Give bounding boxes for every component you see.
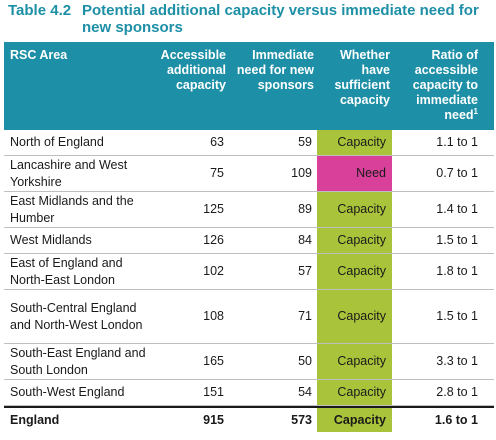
table-row: South-West England 151 54 Capacity 2.8 to 1: [4, 380, 494, 406]
cell-immediate-need: 84: [298, 233, 312, 247]
cell-immediate-need: 573: [291, 412, 312, 427]
cell-ratio: 1.5 to 1: [436, 309, 478, 323]
cell-rsc-area: South-West England: [10, 385, 125, 399]
cell-sufficient-capacity: Capacity: [317, 254, 392, 289]
cell-rsc-area: South-Central England and North-West Lon…: [10, 300, 143, 332]
table-row: West Midlands 126 84 Capacity 1.5 to 1: [4, 228, 494, 254]
table-row: South-East England and South London 165 50…: [4, 344, 494, 380]
cell-sufficient-capacity: Capacity: [317, 290, 392, 343]
cell-accessible-capacity: 75: [210, 166, 224, 180]
header-rsc-area: RSC Area: [10, 48, 68, 62]
cell-accessible-capacity: 63: [210, 135, 224, 149]
cell-sufficient-capacity: Capacity: [317, 228, 392, 253]
cell-rsc-area: England: [10, 412, 60, 427]
footnote-marker: 1: [473, 106, 478, 116]
cell-accessible-capacity: 126: [203, 233, 224, 247]
table-header: RSC Area Accessible additional capacity …: [4, 42, 494, 130]
cell-immediate-need: 54: [298, 385, 312, 399]
cell-sufficient-capacity: Need: [317, 156, 392, 191]
cell-accessible-capacity: 151: [203, 385, 224, 399]
cell-ratio: 1.5 to 1: [436, 233, 478, 247]
header-sufficient-capacity: Whether have sufficient capacity: [334, 48, 390, 107]
cell-accessible-capacity: 125: [203, 202, 224, 216]
table-number: Table 4.2: [8, 2, 72, 19]
cell-ratio: 1.1 to 1: [436, 135, 478, 149]
cell-immediate-need: 89: [298, 202, 312, 216]
cell-immediate-need: 50: [298, 354, 312, 368]
cell-rsc-area: West Midlands: [10, 233, 92, 247]
header-ratio-text: Ratio of accessible capacity to immediat…: [412, 48, 478, 122]
cell-ratio: 1.6 to 1: [434, 412, 478, 427]
table-row: South-Central England and North-West Lon…: [4, 290, 494, 344]
cell-rsc-area: South-East England and South London: [10, 345, 146, 377]
table-caption: Potential additional capacity versus imm…: [82, 2, 479, 36]
cell-sufficient-capacity: Capacity: [317, 380, 392, 405]
cell-ratio: 1.8 to 1: [436, 264, 478, 278]
cell-accessible-capacity: 915: [203, 412, 224, 427]
table-row: Lancashire and West Yorkshire 75 109 Need 0.…: [4, 156, 494, 192]
table-row: East of England and North-East London 102…: [4, 254, 494, 290]
cell-ratio: 2.8 to 1: [436, 385, 478, 399]
cell-ratio: 1.4 to 1: [436, 202, 478, 216]
header-ratio: Ratio of accessible capacity to immediat…: [396, 48, 478, 123]
cell-accessible-capacity: 165: [203, 354, 224, 368]
cell-immediate-need: 57: [298, 264, 312, 278]
cell-immediate-need: 71: [298, 309, 312, 323]
cell-rsc-area: Lancashire and West Yorkshire: [10, 157, 128, 189]
cell-immediate-need: 109: [291, 166, 312, 180]
cell-sufficient-capacity: Capacity: [317, 408, 392, 432]
total-row: England 915 573 Capacity 1.6 to 1: [4, 406, 494, 432]
header-immediate-need: Immediate need for new sponsors: [236, 48, 314, 92]
table-title: Table 4.2 Potential additional capacity …: [0, 2, 496, 40]
cell-accessible-capacity: 102: [203, 264, 224, 278]
cell-ratio: 3.3 to 1: [436, 354, 478, 368]
table-row: East Midlands and the Humber 125 89 Capacit…: [4, 192, 494, 228]
cell-rsc-area: North of England: [10, 135, 104, 149]
header-accessible-capacity: Accessible additional capacity: [160, 48, 226, 92]
cell-immediate-need: 59: [298, 135, 312, 149]
cell-sufficient-capacity: Capacity: [317, 192, 392, 227]
table-row: North of England 63 59 Capacity 1.1 to 1: [4, 130, 494, 156]
cell-sufficient-capacity: Capacity: [317, 130, 392, 155]
cell-rsc-area: East of England and North-East London: [10, 255, 123, 287]
cell-sufficient-capacity: Capacity: [317, 344, 392, 379]
cell-ratio: 0.7 to 1: [436, 166, 478, 180]
cell-rsc-area: East Midlands and the Humber: [10, 193, 134, 225]
cell-accessible-capacity: 108: [203, 309, 224, 323]
